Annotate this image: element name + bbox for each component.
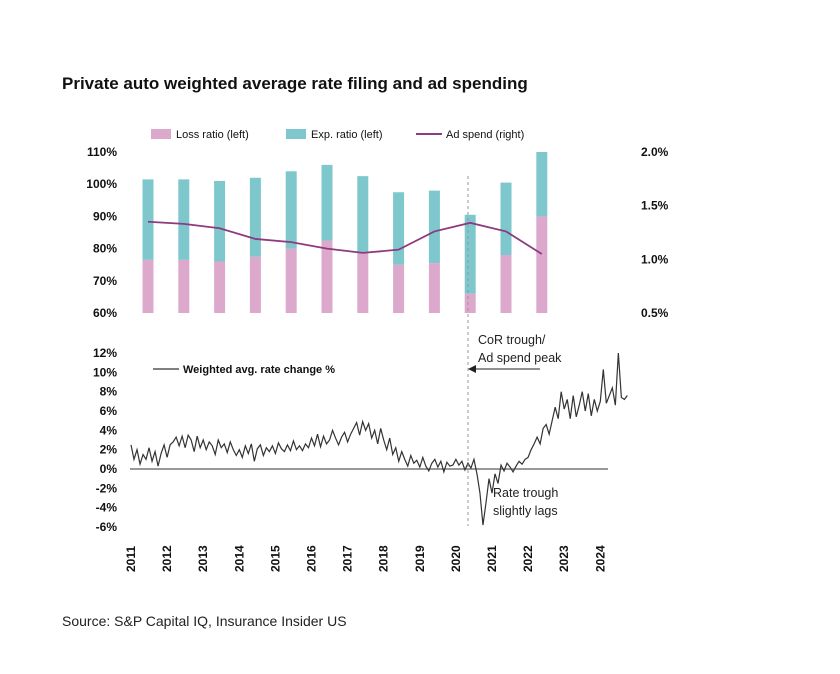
bar-exp-ratio xyxy=(285,171,297,249)
bar-loss-ratio xyxy=(357,253,369,313)
bar-exp-ratio xyxy=(142,179,154,260)
source-note: Source: S&P Capital IQ, Insurance Inside… xyxy=(62,613,347,629)
rate-tick-label: -6% xyxy=(96,520,118,534)
bar-loss-ratio xyxy=(178,259,190,313)
rate-tick-label: 8% xyxy=(100,385,118,399)
left-axis-ticks: 110% 100% 90% 80% 70% 60% xyxy=(86,145,117,320)
rate-change-line xyxy=(130,352,628,526)
rate-tick-label: 0% xyxy=(100,462,118,476)
year-tick-label: 2012 xyxy=(160,545,174,572)
bar-loss-ratio xyxy=(321,240,333,313)
bar-loss-ratio xyxy=(393,264,405,313)
rate-axis-ticks: 12% 10% 8% 6% 4% 2% 0% -2% -4% -6% xyxy=(93,346,117,534)
left-tick-label: 60% xyxy=(93,306,117,320)
bar-exp-ratio xyxy=(464,214,476,294)
bar-loss-ratio xyxy=(500,255,512,313)
bar-loss-ratio xyxy=(142,259,154,313)
bar-exp-ratio xyxy=(536,152,548,217)
year-tick-label: 2011 xyxy=(124,546,138,572)
annotation-lag-1: Rate trough xyxy=(493,486,558,500)
legend-swatch-loss xyxy=(151,129,171,139)
rate-tick-label: -2% xyxy=(96,481,118,495)
year-tick-label: 2015 xyxy=(268,545,282,572)
rate-tick-label: 12% xyxy=(93,346,117,360)
year-tick-label: 2013 xyxy=(196,545,210,572)
left-tick-label: 70% xyxy=(93,274,117,288)
bar-exp-ratio xyxy=(249,177,261,257)
right-tick-label: 1.0% xyxy=(641,252,669,266)
rate-tick-label: 2% xyxy=(100,443,118,457)
right-tick-label: 1.5% xyxy=(641,199,669,213)
year-tick-label: 2024 xyxy=(593,545,607,572)
bar-exp-ratio xyxy=(428,190,440,264)
right-tick-label: 2.0% xyxy=(641,145,669,159)
bar-loss-ratio xyxy=(536,216,548,313)
chart-title: Private auto weighted average rate filin… xyxy=(62,74,528,93)
left-tick-label: 90% xyxy=(93,209,117,223)
rate-tick-label: -4% xyxy=(96,501,118,515)
year-tick-label: 2016 xyxy=(305,545,319,572)
year-tick-label: 2019 xyxy=(413,545,427,572)
legend-label-loss: Loss ratio (left) xyxy=(176,129,249,141)
bar-exp-ratio xyxy=(178,179,190,260)
bar-loss-ratio xyxy=(249,256,261,313)
legend-swatch-exp xyxy=(286,129,306,139)
year-tick-label: 2020 xyxy=(449,545,463,572)
annotation-lag-2: slightly lags xyxy=(493,504,558,518)
left-tick-label: 100% xyxy=(86,177,117,191)
right-axis-ticks: 2.0% 1.5% 1.0% 0.5% xyxy=(641,145,669,320)
bar-exp-ratio xyxy=(500,182,512,256)
x-axis-year-ticks: 2011 2012 2013 2014 2015 2016 2017 2018 2019 2020… xyxy=(124,545,607,572)
year-tick-label: 2017 xyxy=(341,545,355,572)
bar-series xyxy=(142,152,548,313)
right-tick-label: 0.5% xyxy=(641,306,669,320)
year-tick-label: 2022 xyxy=(521,545,535,572)
year-tick-label: 2014 xyxy=(232,545,246,572)
bar-exp-ratio xyxy=(214,180,226,262)
left-tick-label: 80% xyxy=(93,242,117,256)
rate-tick-label: 4% xyxy=(100,423,118,437)
annotation-arrowhead xyxy=(468,365,476,373)
year-tick-label: 2021 xyxy=(485,545,499,572)
legend-label-ad: Ad spend (right) xyxy=(446,129,524,141)
left-tick-label: 110% xyxy=(87,145,117,159)
rate-tick-label: 6% xyxy=(100,404,118,418)
bar-loss-ratio xyxy=(428,263,440,313)
bar-exp-ratio xyxy=(393,192,405,265)
rate-legend-label: Weighted avg. rate change % xyxy=(183,364,335,376)
bar-exp-ratio xyxy=(321,164,333,241)
year-tick-label: 2018 xyxy=(377,545,391,572)
bar-loss-ratio xyxy=(285,248,297,313)
bar-loss-ratio xyxy=(214,261,226,313)
annotation-trough-2: Ad spend peak xyxy=(478,351,562,365)
year-tick-label: 2023 xyxy=(557,545,571,572)
legend-label-exp: Exp. ratio (left) xyxy=(311,129,383,141)
bar-loss-ratio xyxy=(464,293,476,313)
annotation-trough-1: CoR trough/ xyxy=(478,333,546,347)
legend: Loss ratio (left) Exp. ratio (left) Ad s… xyxy=(151,129,524,141)
ad-spend-line xyxy=(147,220,543,255)
bar-exp-ratio xyxy=(357,176,369,254)
rate-tick-label: 10% xyxy=(93,365,117,379)
